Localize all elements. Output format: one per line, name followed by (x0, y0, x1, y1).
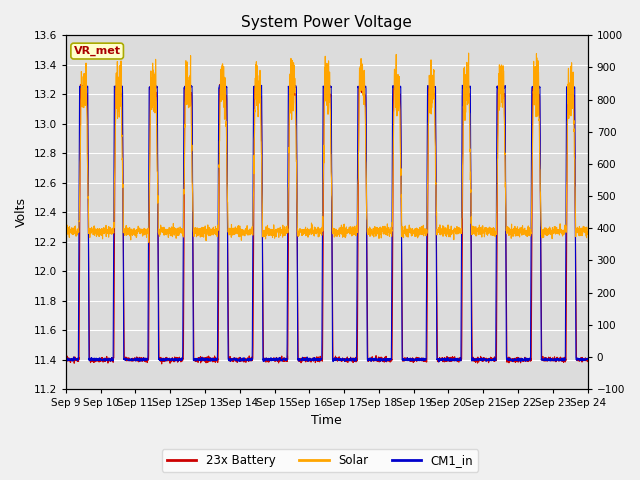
Text: VR_met: VR_met (74, 46, 121, 56)
Title: System Power Voltage: System Power Voltage (241, 15, 412, 30)
X-axis label: Time: Time (311, 414, 342, 427)
Y-axis label: Volts: Volts (15, 197, 28, 227)
Legend: 23x Battery, Solar, CM1_in: 23x Battery, Solar, CM1_in (162, 449, 478, 472)
